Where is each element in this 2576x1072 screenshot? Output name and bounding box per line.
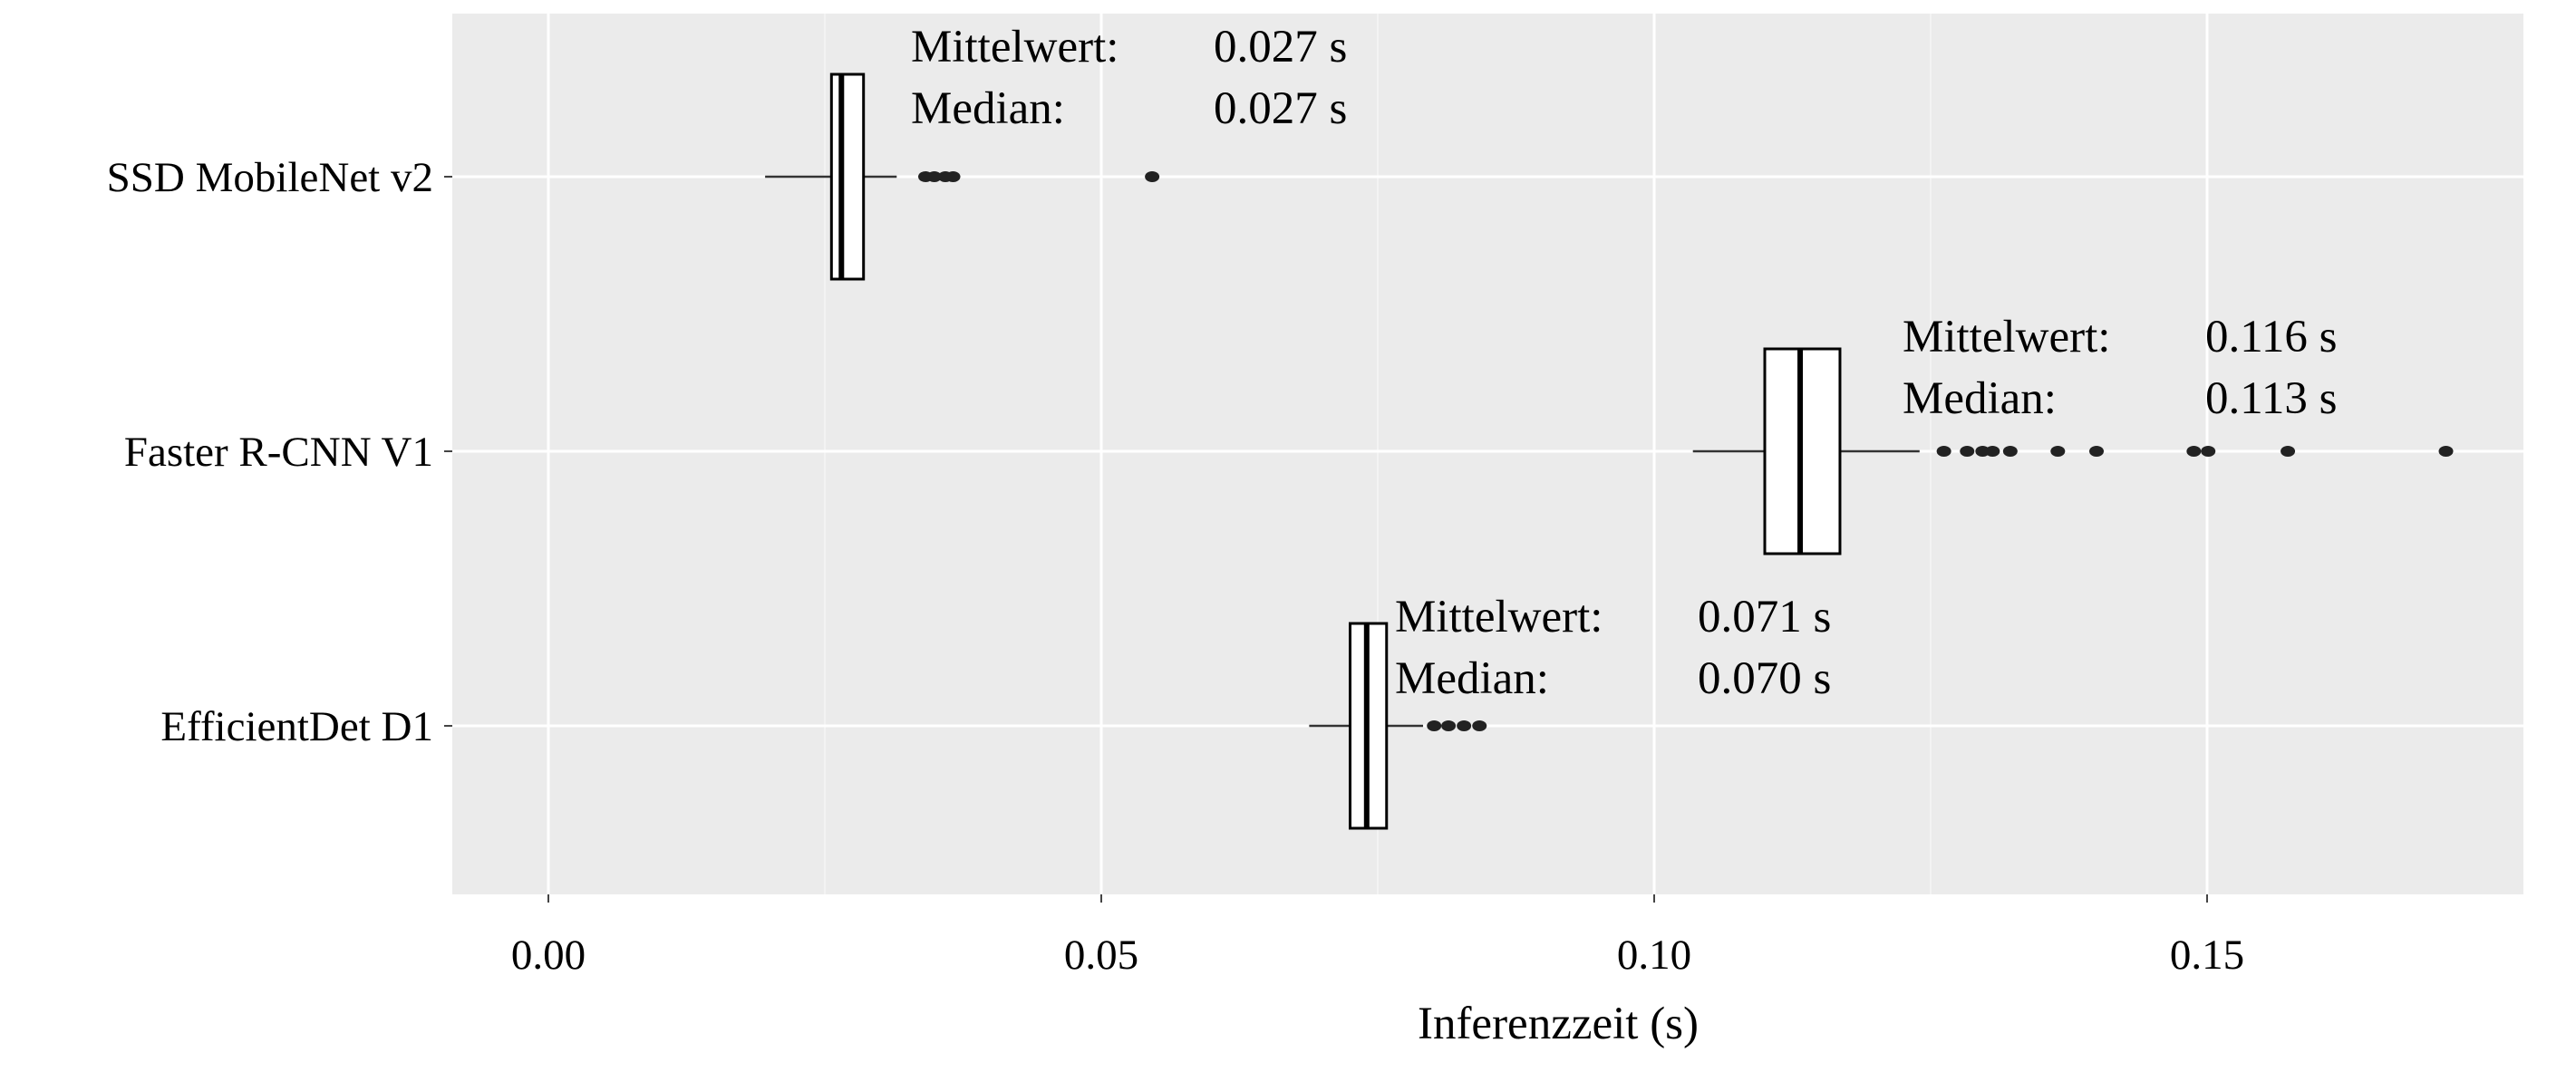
iqr-box [829, 72, 866, 281]
x-tick-labels: 0.00 0.05 0.10 0.15 [511, 932, 2244, 979]
median-label: Median: [1903, 373, 2057, 424]
outlier-point [1457, 720, 1472, 731]
category-label: EfficientDet D1 [160, 703, 433, 750]
x-tick-label: 0.15 [2170, 932, 2244, 979]
outlier-point [1472, 720, 1487, 731]
median-label: Median: [911, 83, 1065, 134]
x-axis-title: Inferenzzeit (s) [1418, 999, 1699, 1049]
outlier-point [1960, 446, 1975, 457]
outlier-point [945, 171, 961, 182]
median-value: 0.070 s [1698, 653, 1831, 704]
box-group [1692, 347, 2454, 555]
outlier-point [926, 171, 942, 182]
category-label: SSD MobileNet v2 [107, 154, 433, 201]
outlier-point [2201, 446, 2216, 457]
stat-annotations: Mittelwert: 0.027 s Median: 0.027 s Mittelwe… [911, 22, 2337, 704]
axis-ticks [444, 176, 2208, 903]
x-tick-label: 0.10 [1617, 932, 1691, 979]
mean-label: Mittelwert: [911, 22, 1119, 72]
mean-value: 0.027 s [1214, 22, 1347, 72]
outlier-point [2050, 446, 2066, 457]
mean-value: 0.071 s [1698, 592, 1831, 642]
outlier-point [2186, 446, 2202, 457]
outlier-point [1975, 446, 1990, 457]
outlier-point [2002, 446, 2018, 457]
box-group [1309, 622, 1487, 830]
box-group [765, 72, 1160, 281]
median-value: 0.113 s [2205, 373, 2337, 424]
outlier-point [2438, 446, 2454, 457]
outlier-point [1936, 446, 1951, 457]
mean-label: Mittelwert: [1903, 312, 2110, 362]
outlier-point [1427, 720, 1442, 731]
x-tick-label: 0.00 [511, 932, 586, 979]
outlier-point [1145, 171, 1160, 182]
plot-panel [452, 14, 2523, 894]
x-tick-label: 0.05 [1064, 932, 1138, 979]
median-label: Median: [1395, 653, 1549, 704]
outlier-point [1985, 446, 2000, 457]
median-value: 0.027 s [1214, 83, 1347, 134]
outlier-point [1441, 720, 1457, 731]
mean-label: Mittelwert: [1395, 592, 1603, 642]
category-label: Faster R-CNN V1 [124, 429, 433, 476]
box-series [765, 72, 2454, 830]
category-labels: SSD MobileNet v2 Faster R-CNN V1 Efficient… [107, 154, 433, 750]
outlier-point [2281, 446, 2296, 457]
mean-value: 0.116 s [2205, 312, 2337, 362]
outlier-point [2089, 446, 2104, 457]
